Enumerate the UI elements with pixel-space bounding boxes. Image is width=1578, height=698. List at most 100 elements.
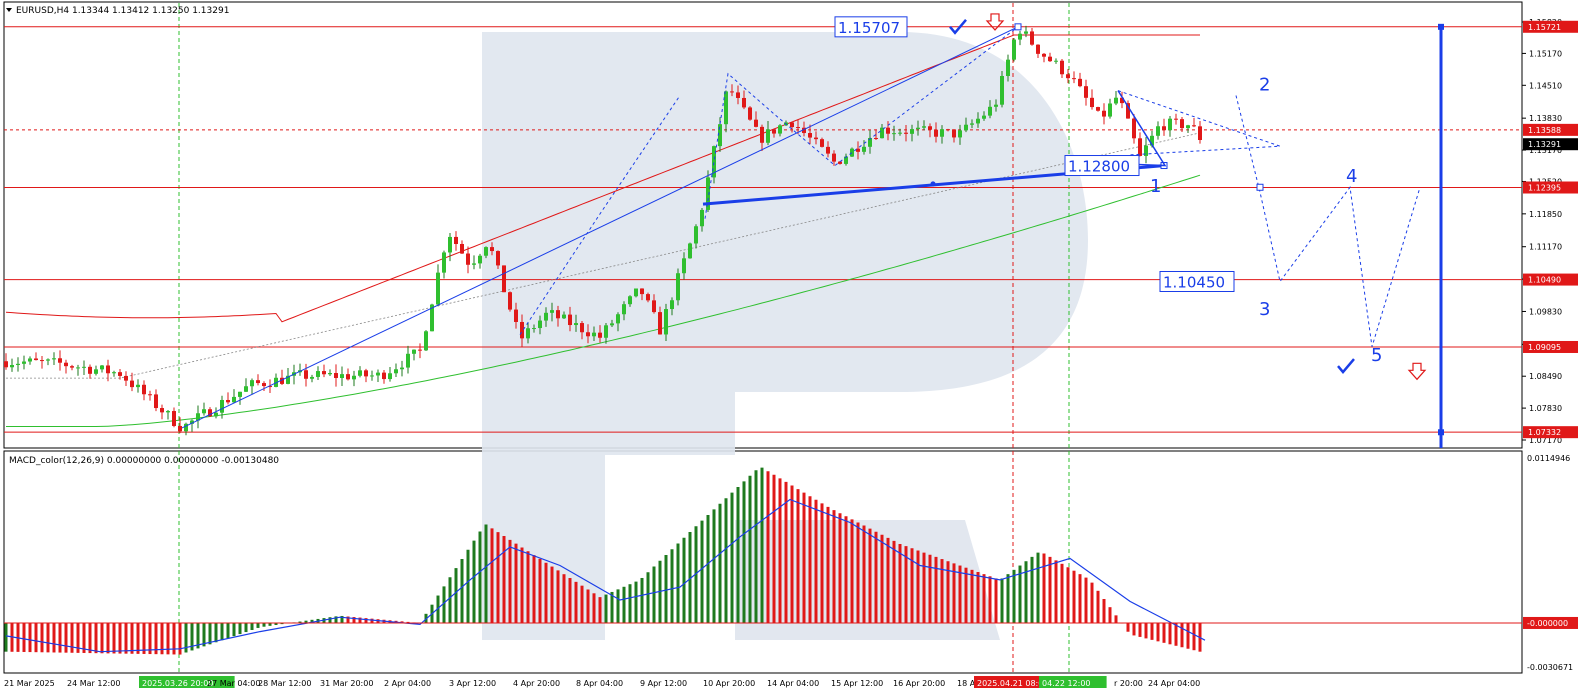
candle-body [28,358,32,362]
candle-body [766,129,770,143]
candle-body [778,125,782,134]
candle-body [124,375,128,381]
candle-body [1114,97,1118,104]
time-tick-label: 14 Apr 04:00 [767,679,819,688]
candle-body [1030,31,1034,45]
candle-body [742,97,746,108]
candle-body [970,123,974,125]
time-axis: 21 Mar 2025 24 Mar 12:00 2025.03.26 20:002… [4,676,1200,688]
candle-body [232,396,236,403]
candle-body [904,132,908,134]
candle-body [1138,138,1142,156]
price-tick-label: 1.14510 [1529,81,1562,90]
candle-body [184,423,188,432]
candle-body [406,353,410,368]
collapse-triangle-icon[interactable] [6,8,12,12]
candle-body [1198,126,1202,140]
time-tick-label: 15 Apr 12:00 [831,679,883,688]
candle-body [844,156,848,164]
time-tag [139,676,235,688]
candle-body [670,300,674,310]
down-arrow-icon [985,13,1005,31]
price-level-tag-text: 1.12395 [1528,184,1561,193]
time-tick-label: 21 Mar 2025 [4,679,55,688]
candle-body [664,309,668,335]
candle-body [1048,56,1052,62]
candle-body [1054,60,1058,62]
candle-body [490,247,494,252]
candle-body [76,367,80,369]
price-tick-label: 1.15170 [1529,49,1562,58]
pennant-dashed [1117,90,1281,156]
candle-body [400,367,404,370]
candle-body [316,371,320,377]
candle-body [850,148,854,157]
candle-body [10,364,14,368]
price-axis: 1.158201.151701.145101.138301.131701.125… [1522,18,1578,672]
candle-body [1102,110,1106,117]
candle-body [994,104,998,107]
candle-body [946,129,950,131]
macd-header: MACD_color(12,26,9) 0.00000000 0.0000000… [9,456,279,466]
candle-body [910,129,914,134]
target-top-handle [1438,23,1444,30]
price-level-tag [1523,273,1578,286]
time-tick-label: 18 Apr [957,679,984,688]
price-tick-label: 1.07170 [1529,436,1562,445]
candle-body [556,310,560,319]
candle-body [808,133,812,138]
candle-body [460,243,464,254]
price-level-tag [1523,138,1578,151]
candle-body [706,177,710,210]
time-tick-label: 27 Mar 04:00 [207,679,260,688]
candle-body [526,328,530,339]
candle-body [1174,118,1178,120]
macd-zero-tag [1523,616,1578,629]
candle-body [634,288,638,297]
candle-body [250,380,254,387]
candle-body [610,323,614,326]
macd-tick-label: -0.000000 [1527,619,1568,628]
candle-body [46,359,50,361]
candle-body [466,253,470,265]
candle-body [82,366,86,368]
candle-body [934,129,938,137]
candle-body [1162,126,1166,131]
time-tick-label: 04.22 12:00 [1042,679,1091,688]
time-tick-label: 24 Apr 04:00 [1148,679,1200,688]
candle-body [1018,33,1022,40]
symbol-header: EURUSD,H4 1.13344 1.13412 1.13250 1.1329… [16,6,229,16]
target-bottom-handle [1438,429,1444,436]
candle-body [334,373,338,379]
time-tick-label: 31 Mar 20:00 [320,679,373,688]
candle-body [1126,103,1130,119]
candle-body [196,413,200,421]
candle-body [346,374,350,380]
candle-body [790,122,794,128]
price-tick-label: 1.07830 [1529,404,1562,413]
candle-body [64,362,68,367]
price-tick-label: 1.13830 [1529,114,1562,123]
candle-body [202,409,206,414]
candle-body [1144,145,1148,156]
price-tick-label: 1.11850 [1529,210,1562,219]
candle-body [880,127,884,139]
candle-body [628,296,632,305]
candle-body [1090,97,1094,108]
candle-body [700,209,704,227]
candle-body [988,106,992,116]
candle-body [874,137,878,139]
candle-body [592,332,596,337]
candle-body [916,127,920,130]
candle-body [562,314,566,319]
macd-tick-label: 0.0114946 [1527,454,1570,463]
candle-body [160,408,164,413]
candle-body [172,411,176,426]
candle-body [1036,44,1040,54]
time-tick-label: 2025.04.21 08:00 [977,679,1048,688]
candle-body [898,132,902,134]
candle-body [1042,53,1046,57]
candle-body [382,372,386,380]
candle-body [832,153,836,162]
